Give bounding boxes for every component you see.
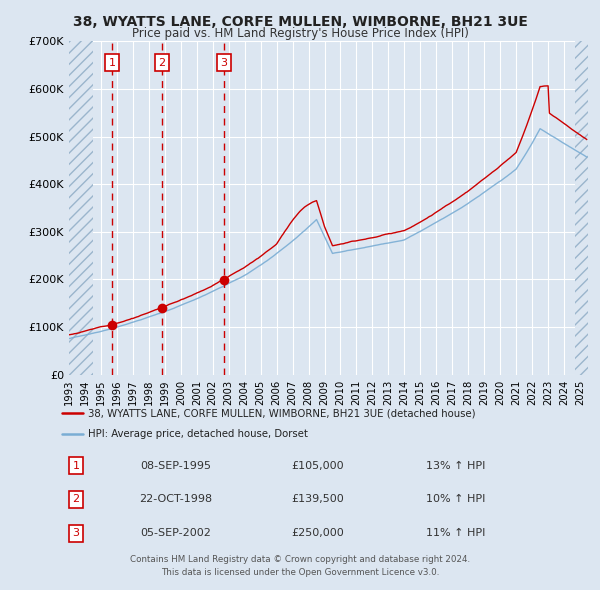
Text: £250,000: £250,000 [292, 528, 344, 538]
Text: HPI: Average price, detached house, Dorset: HPI: Average price, detached house, Dors… [88, 428, 308, 438]
Text: 10% ↑ HPI: 10% ↑ HPI [425, 494, 485, 504]
Bar [69, 41, 93, 375]
Bar [575, 41, 588, 375]
Text: 2: 2 [158, 58, 166, 68]
Text: 05-SEP-2002: 05-SEP-2002 [140, 528, 211, 538]
Text: £139,500: £139,500 [292, 494, 344, 504]
Text: 13% ↑ HPI: 13% ↑ HPI [425, 461, 485, 471]
Text: 3: 3 [220, 58, 227, 68]
Text: 1: 1 [109, 58, 115, 68]
Text: This data is licensed under the Open Government Licence v3.0.: This data is licensed under the Open Gov… [161, 568, 439, 576]
Text: 22-OCT-1998: 22-OCT-1998 [139, 494, 212, 504]
Text: 3: 3 [73, 528, 80, 538]
Text: 08-SEP-1995: 08-SEP-1995 [140, 461, 211, 471]
Text: 2: 2 [73, 494, 80, 504]
Text: Contains HM Land Registry data © Crown copyright and database right 2024.: Contains HM Land Registry data © Crown c… [130, 555, 470, 563]
Text: 38, WYATTS LANE, CORFE MULLEN, WIMBORNE, BH21 3UE (detached house): 38, WYATTS LANE, CORFE MULLEN, WIMBORNE,… [88, 408, 476, 418]
Text: 11% ↑ HPI: 11% ↑ HPI [425, 528, 485, 538]
Text: Price paid vs. HM Land Registry's House Price Index (HPI): Price paid vs. HM Land Registry's House … [131, 27, 469, 40]
Text: £105,000: £105,000 [292, 461, 344, 471]
Text: 1: 1 [73, 461, 80, 471]
Text: 38, WYATTS LANE, CORFE MULLEN, WIMBORNE, BH21 3UE: 38, WYATTS LANE, CORFE MULLEN, WIMBORNE,… [73, 15, 527, 29]
